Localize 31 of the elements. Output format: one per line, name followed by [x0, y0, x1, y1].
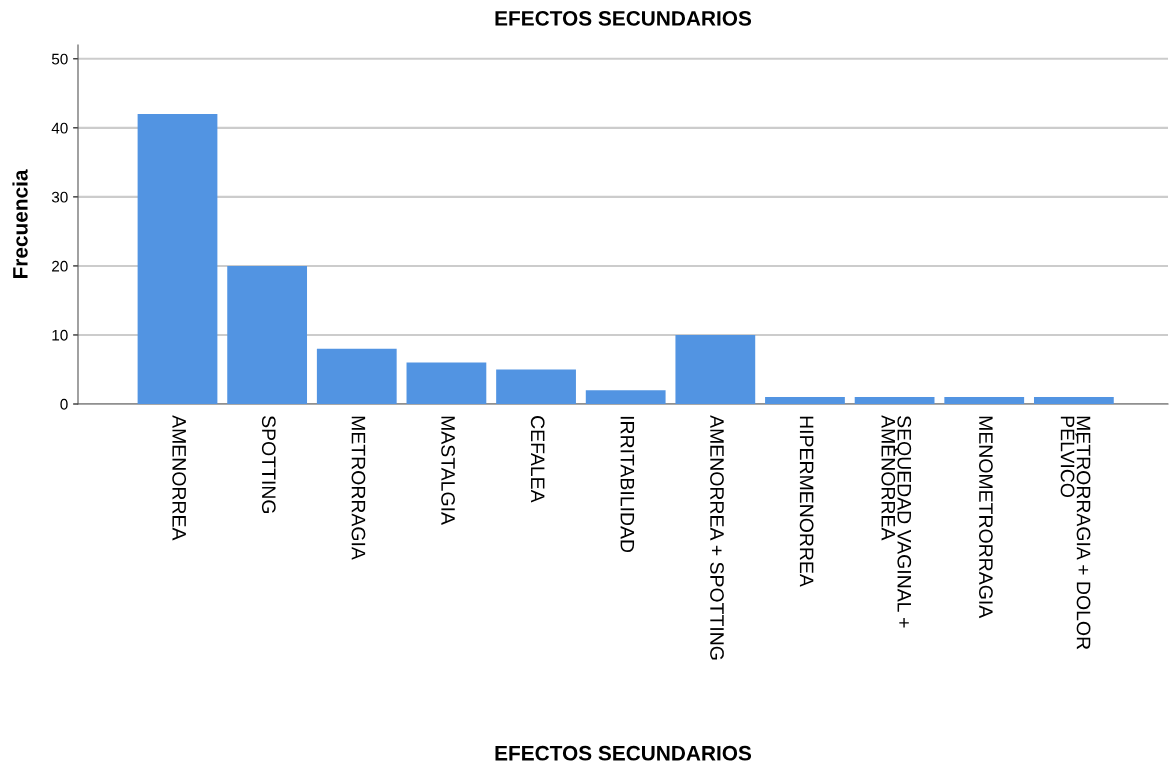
bar	[585, 390, 666, 404]
bar	[406, 362, 487, 404]
x-axis-title: EFECTOS SECUNDARIOS	[495, 745, 752, 761]
y-tick-label: 20	[52, 260, 68, 272]
chart-title: EFECTOS SECUNDARIOS	[495, 11, 752, 26]
x-tick-label: SEQUEDAD VAGINAL + AMENORREA	[881, 415, 912, 628]
x-tick-label: AMENORREA	[172, 415, 187, 541]
bar	[675, 334, 756, 404]
x-tick-label: MENOMETRORRAGIA	[979, 416, 993, 619]
bar	[854, 397, 935, 404]
y-tick-label: 40	[51, 122, 68, 134]
y-tick-label: 30	[51, 191, 68, 203]
x-tick-label: SPOTTING	[261, 416, 276, 514]
x-tick-label: CEFALEA	[530, 416, 545, 503]
x-tick-label: METRORRAGIA + DOLOR PÉLVICO	[1060, 416, 1091, 650]
x-tick-label: AMENORREA + SPOTTING	[710, 415, 724, 660]
x-tick-label: METRORRAGIA	[351, 416, 366, 560]
x-tick-label: HIPERMENORREA	[799, 416, 814, 587]
bar	[496, 369, 576, 404]
x-tick-label: MASTALGIA	[441, 416, 455, 525]
bar	[137, 114, 218, 404]
bar	[316, 348, 397, 404]
y-tick-label: 10	[52, 329, 68, 341]
bar	[944, 397, 1025, 404]
bar	[765, 397, 845, 404]
y-axis-title: Frecuencia	[12, 169, 28, 279]
y-tick-label: 0	[60, 398, 68, 410]
bar	[227, 265, 308, 404]
x-tick-label: IRRITABILIDAD	[620, 416, 635, 553]
y-tick-label: 50	[51, 53, 68, 65]
bar	[1033, 397, 1114, 404]
